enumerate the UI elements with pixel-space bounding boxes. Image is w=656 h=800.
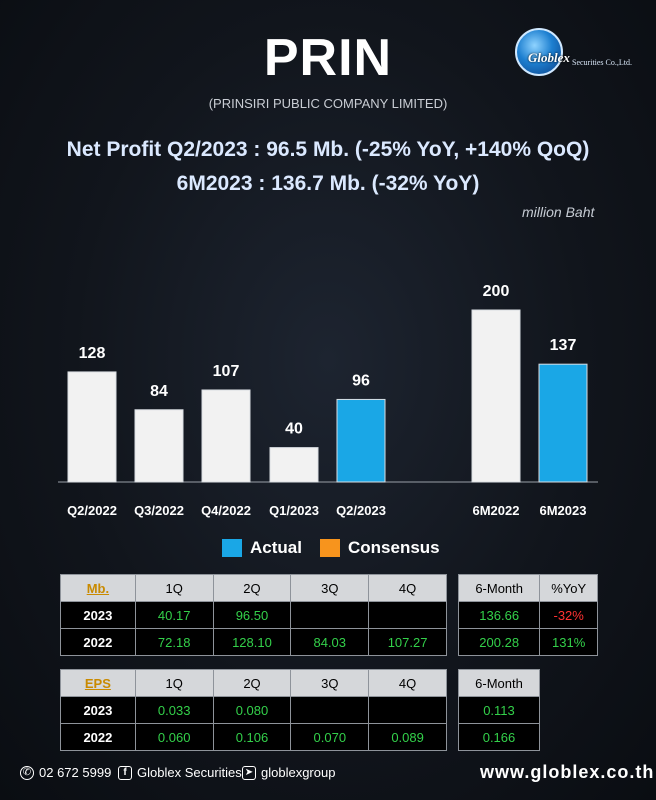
row-year: 2022: [60, 723, 136, 751]
col-header: 3Q: [290, 574, 370, 602]
unit-label: million Baht: [522, 204, 595, 220]
globlex-logo-icon: [515, 28, 563, 76]
x-tick-label: Q1/2023: [269, 503, 319, 518]
x-tick-label: Q2/2023: [336, 503, 386, 518]
legend-actual-swatch: [222, 539, 242, 557]
table-cell: 0.166: [458, 723, 540, 751]
data-label: 96: [352, 372, 370, 389]
table-cell: 200.28: [457, 628, 541, 656]
x-tick-label: 6M2022: [473, 503, 520, 518]
facebook-icon: f: [118, 765, 132, 780]
bar: [336, 398, 386, 483]
table-cell: 84.03: [290, 628, 370, 656]
table-cell: -32%: [539, 601, 598, 629]
x-tick-label: 6M2023: [540, 503, 587, 518]
col-header: 3Q: [290, 669, 370, 697]
table-cell: 72.18: [134, 628, 214, 656]
data-label: 107: [213, 363, 240, 380]
col-header: 6-Month: [458, 669, 540, 697]
table-cell: 128.10: [212, 628, 292, 656]
profit-6m-table: 6-Month %YoY 136.66 -32% 200.28 131%: [457, 574, 598, 656]
headline-6m: 6M2023 : 136.7 Mb. (-32% YoY): [176, 172, 480, 195]
col-header: %YoY: [539, 574, 598, 602]
col-header: 2Q: [212, 669, 292, 697]
table-cell: 0.089: [368, 723, 447, 751]
col-header: 4Q: [368, 669, 447, 697]
phone-icon: ✆: [20, 765, 34, 780]
table-cell: [368, 601, 447, 629]
bar: [269, 447, 319, 483]
telegram-icon: ➤: [242, 765, 256, 780]
footer: ✆ 02 672 5999 f Globlex Securities ➤ glo…: [0, 762, 656, 786]
legend-actual: Actual: [222, 538, 302, 558]
table-cell: 0.106: [212, 723, 292, 751]
data-label: 40: [285, 421, 303, 438]
row-year: 2023: [60, 601, 136, 629]
phone-number: 02 672 5999: [39, 765, 112, 780]
eps-table: EPS 1Q 2Q 3Q 4Q 2023 0.033 0.080 2022 0.…: [60, 669, 447, 751]
table-cell: 40.17: [134, 601, 214, 629]
col-header: 2Q: [212, 574, 292, 602]
table-cell: 136.66: [457, 601, 541, 629]
legend-consensus: Consensus: [320, 538, 440, 558]
bar: [201, 389, 251, 483]
logo-subtext: Securities Co.,Ltd.: [572, 58, 632, 67]
table-cell: [290, 601, 370, 629]
footer-phone[interactable]: ✆ 02 672 5999: [20, 765, 111, 780]
table-cell: 0.060: [134, 723, 214, 751]
logo-text: Globlex: [528, 50, 570, 65]
table-cell: 107.27: [368, 628, 447, 656]
eps-6m-table: 6-Month 0.113 0.166: [458, 669, 540, 751]
data-label: 128: [79, 345, 106, 362]
website-link[interactable]: www.globlex.co.th: [480, 762, 655, 782]
table-cell: [368, 696, 447, 724]
legend-consensus-label: Consensus: [348, 538, 440, 557]
bar: [67, 371, 117, 483]
data-label: 84: [150, 383, 168, 400]
ticker-title: PRIN: [263, 29, 393, 87]
net-profit-bar-chart: 128 Q2/2022 84 Q3/2022 107 Q4/2022 40 Q1/2023 96…: [58, 283, 598, 518]
footer-facebook[interactable]: f Globlex Securities: [118, 765, 242, 780]
table-cell: 0.113: [458, 696, 540, 724]
table-cell: 96.50: [212, 601, 292, 629]
bar: [538, 363, 588, 483]
x-tick-label: Q2/2022: [67, 503, 117, 518]
table-cell: 131%: [539, 628, 598, 656]
table-cell: 0.070: [290, 723, 370, 751]
bar: [471, 309, 521, 483]
profit-table: Mb. 1Q 2Q 3Q 4Q 2023 40.17 96.50 2022 72…: [60, 574, 447, 656]
telegram-name: globlexgroup: [261, 765, 336, 780]
data-label: 137: [550, 337, 577, 354]
col-header: 1Q: [134, 574, 214, 602]
data-label: 200: [483, 283, 510, 300]
row-year: 2023: [60, 696, 136, 724]
footer-telegram[interactable]: ➤ globlexgroup: [242, 765, 335, 780]
col-header: 4Q: [368, 574, 447, 602]
eps-table-key: EPS: [60, 669, 136, 697]
company-name: (PRINSIRI PUBLIC COMPANY LIMITED): [208, 96, 448, 111]
bar: [134, 409, 184, 483]
profit-table-key: Mb.: [60, 574, 136, 602]
col-header: 1Q: [134, 669, 214, 697]
x-tick-label: Q3/2022: [134, 503, 184, 518]
table-cell: 0.033: [134, 696, 214, 724]
row-year: 2022: [60, 628, 136, 656]
legend-actual-label: Actual: [250, 538, 302, 557]
headline-q2: Net Profit Q2/2023 : 96.5 Mb. (-25% YoY,…: [66, 138, 590, 161]
table-cell: 0.080: [212, 696, 292, 724]
legend-consensus-swatch: [320, 539, 340, 557]
table-cell: [290, 696, 370, 724]
x-tick-label: Q4/2022: [201, 503, 251, 518]
facebook-name: Globlex Securities: [137, 765, 242, 780]
col-header: 6-Month: [457, 574, 541, 602]
